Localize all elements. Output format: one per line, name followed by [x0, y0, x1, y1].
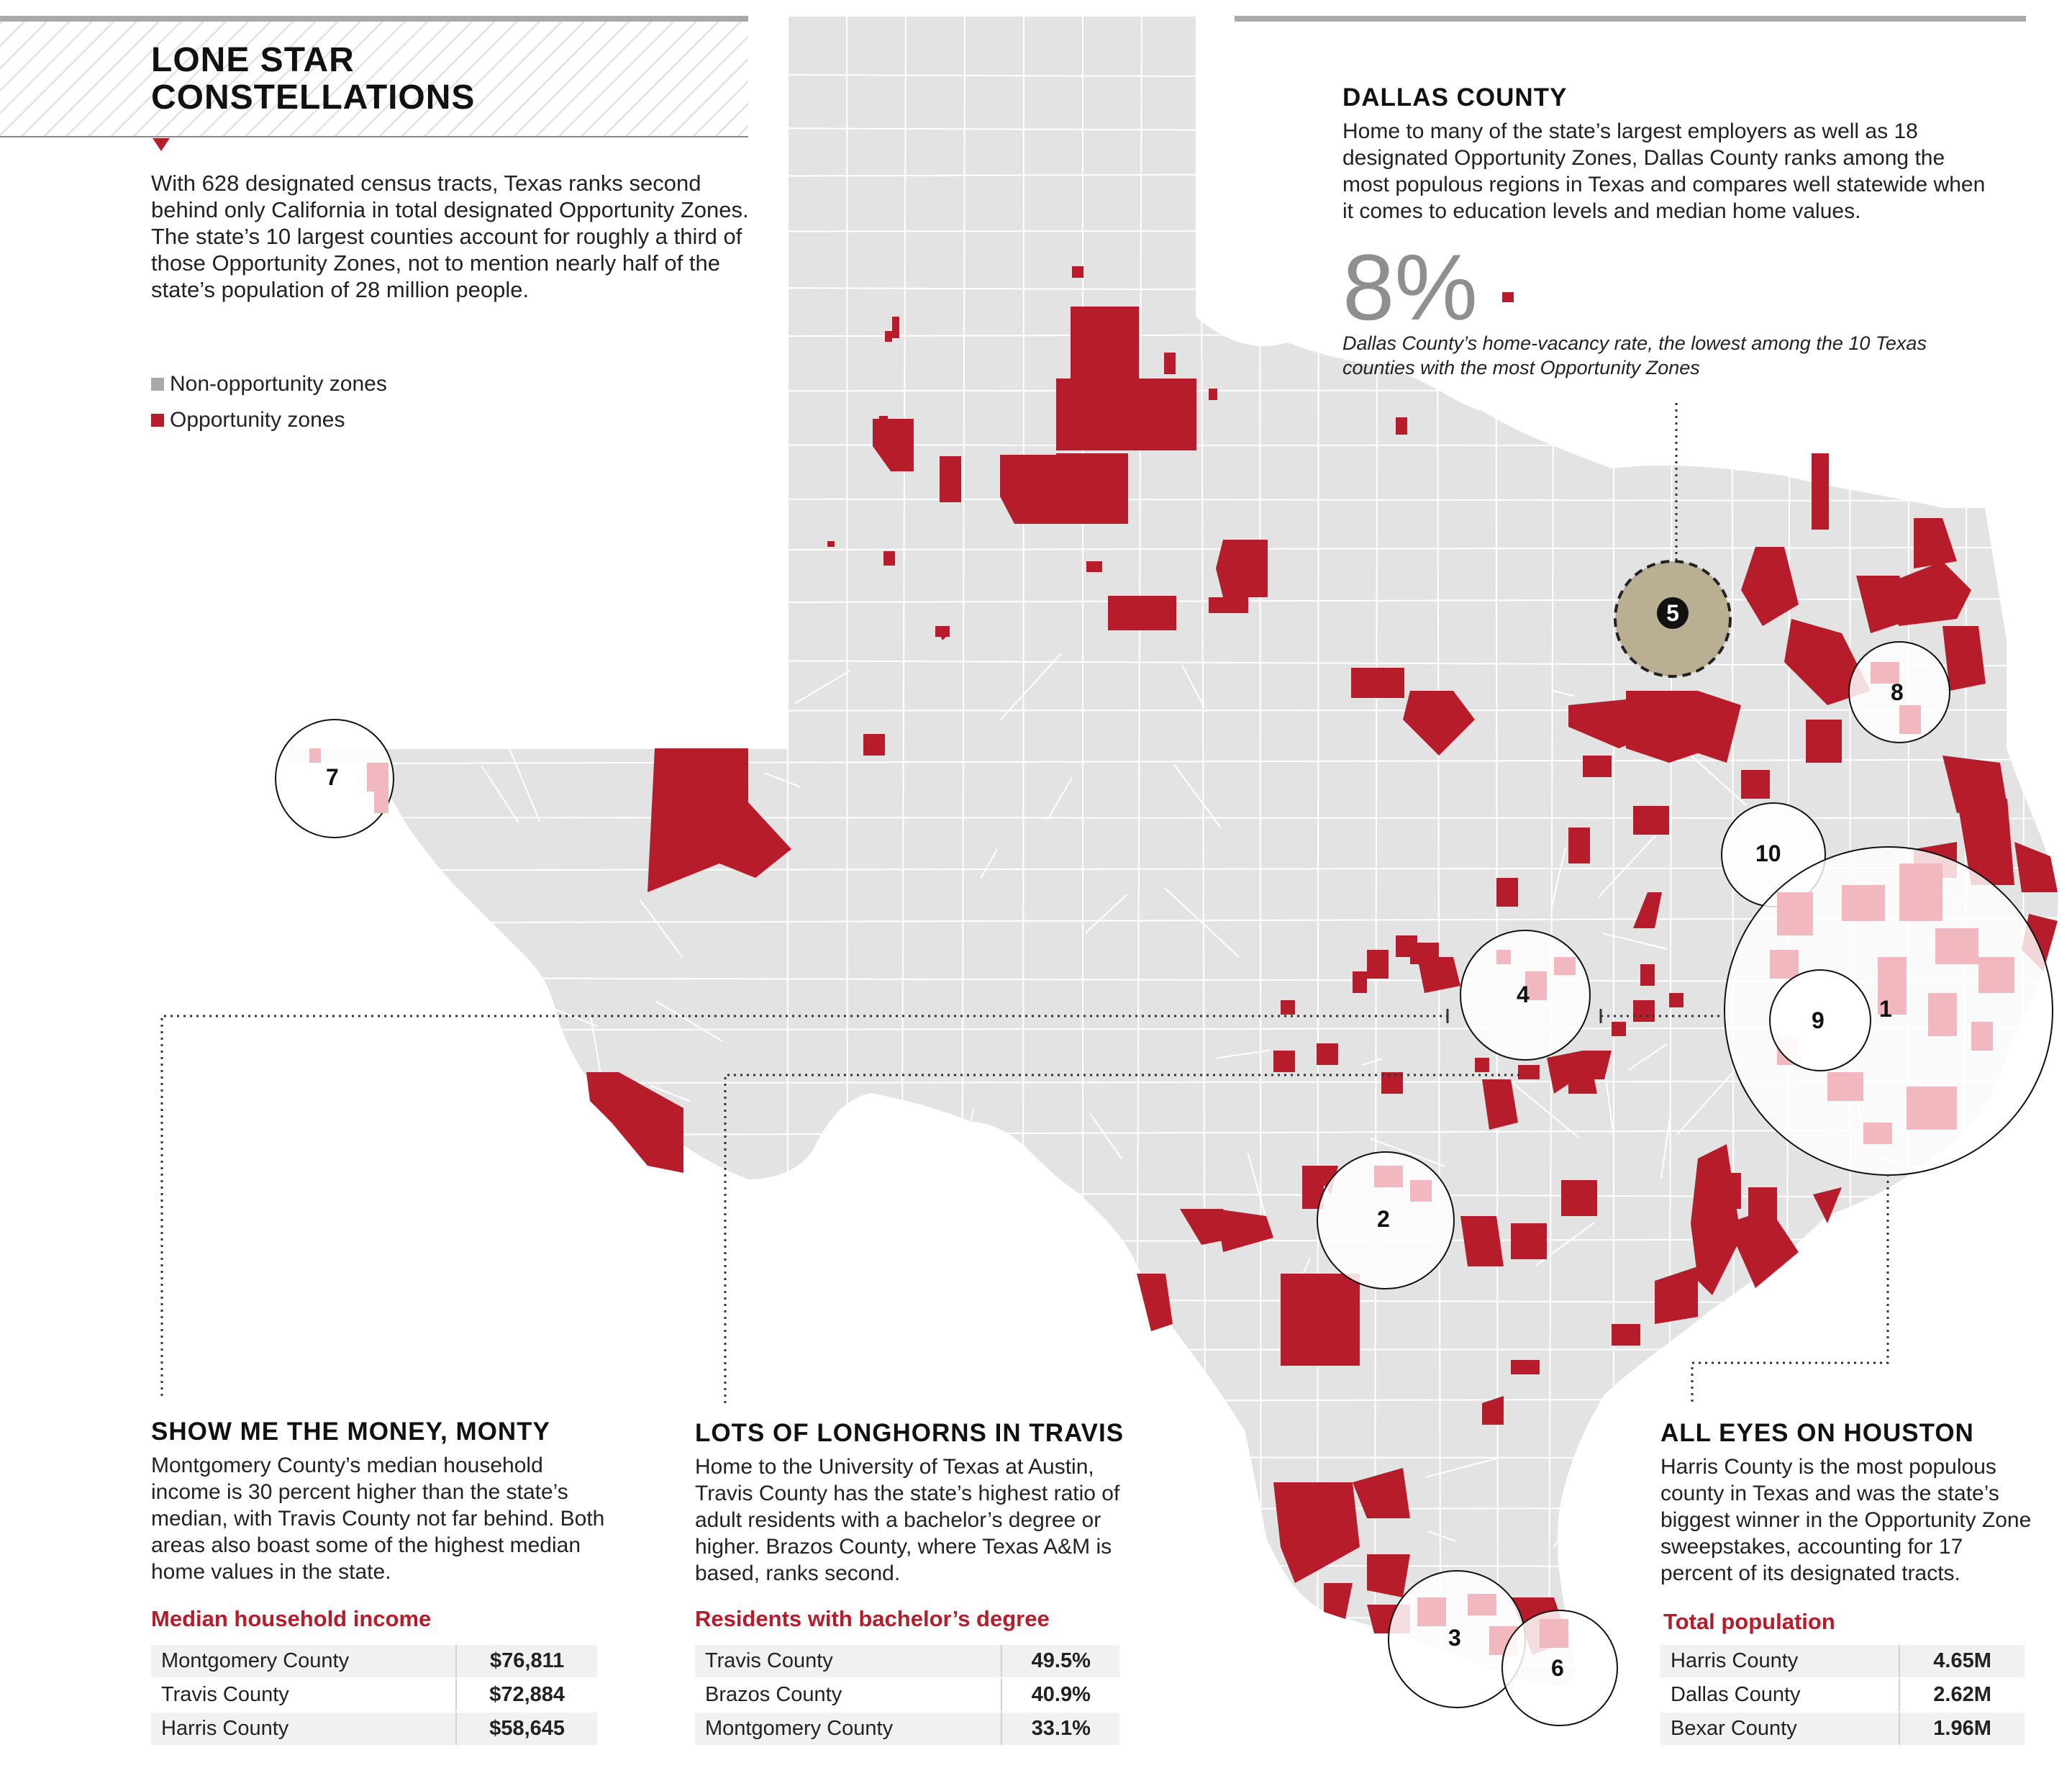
- circle-label-2: 2: [1377, 1206, 1390, 1232]
- circle-label-10: 10: [1755, 840, 1781, 866]
- table-cell-value: 4.65M: [1899, 1645, 2025, 1679]
- title-line-2: CONSTELLATIONS: [151, 78, 476, 117]
- longhorns-title: LOTS OF LONGHORNS IN TRAVIS: [695, 1419, 1124, 1447]
- houston-table: Harris County 4.65M Dallas County 2.62M Be…: [1660, 1645, 2025, 1746]
- table-cell-value: 2.62M: [1899, 1678, 2025, 1713]
- table-cell-county: Bexar County: [1660, 1712, 1900, 1746]
- circle-label-3: 3: [1448, 1625, 1461, 1651]
- table-cell-value: 49.5%: [1001, 1645, 1119, 1679]
- money-body: Montgomery County’s median household inc…: [151, 1454, 605, 1584]
- table-cell-county: Dallas County: [1660, 1678, 1900, 1713]
- intro-text: With 628 designated census tracts, Texas…: [151, 171, 749, 302]
- table-cell-value: $76,811: [455, 1645, 597, 1679]
- circle-label-7: 7: [326, 764, 339, 790]
- table-cell-county: Harris County: [1660, 1645, 1900, 1679]
- table-cell-value: 1.96M: [1899, 1712, 2025, 1746]
- legend-item-non-opportunity: Non-opportunity zones: [151, 371, 387, 397]
- legend-swatch-gray: [151, 378, 164, 391]
- table-row: Bexar County 1.96M: [1660, 1712, 2025, 1746]
- table-cell-county: Brazos County: [695, 1678, 1002, 1713]
- longhorns-body: Home to the University of Texas at Austi…: [695, 1455, 1120, 1585]
- circle-6[interactable]: [1501, 1610, 1618, 1726]
- dallas-body: Home to many of the state’s largest empl…: [1342, 119, 1986, 223]
- table-row: Harris County $58,645: [151, 1712, 597, 1746]
- top-rule-left: [0, 16, 748, 22]
- table-row: Dallas County 2.62M: [1660, 1678, 2025, 1713]
- callout-circles: [275, 560, 2053, 1726]
- page-title: LONE STAR CONSTELLATIONS: [151, 42, 655, 117]
- table-row: Montgomery County 33.1%: [695, 1712, 1119, 1746]
- circle-label-8: 8: [1891, 679, 1904, 705]
- top-rule-right: [1235, 16, 2026, 22]
- circle-label-5: 5: [1657, 597, 1689, 629]
- opportunity-zone-areas: [586, 266, 2058, 1655]
- table-cell-county: Montgomery County: [151, 1645, 457, 1679]
- table-cell-county: Travis County: [151, 1678, 457, 1713]
- table-row: Montgomery County $76,811: [151, 1645, 597, 1679]
- legend-label-non-opportunity: Non-opportunity zones: [170, 372, 387, 396]
- table-cell-value: $58,645: [455, 1712, 597, 1746]
- table-cell-value: 33.1%: [1001, 1712, 1119, 1746]
- dallas-stat: 8%: [1342, 235, 1478, 340]
- longhorns-table-title: Residents with bachelor’s degree: [695, 1606, 1050, 1631]
- longhorns-table: Travis County 49.5% Brazos County 40.9% Mo…: [695, 1645, 1119, 1746]
- legend-label-opportunity: Opportunity zones: [170, 408, 345, 432]
- money-table: Montgomery County $76,811 Travis County $7…: [151, 1645, 597, 1746]
- circle-label-9: 9: [1812, 1007, 1825, 1033]
- table-row: Travis County 49.5%: [695, 1645, 1119, 1679]
- table-cell-county: Travis County: [695, 1645, 1002, 1679]
- houston-title: ALL EYES ON HOUSTON: [1660, 1419, 1974, 1447]
- header-marker: [153, 138, 170, 151]
- legend-item-opportunity: Opportunity zones: [151, 407, 387, 433]
- money-title: SHOW ME THE MONEY, MONTY: [151, 1418, 550, 1446]
- dallas-title: DALLAS COUNTY: [1342, 83, 1568, 112]
- title-line-1: LONE STAR: [151, 41, 355, 79]
- table-cell-value: $72,884: [455, 1678, 597, 1713]
- table-cell-county: Harris County: [151, 1712, 457, 1746]
- legend-swatch-red: [151, 414, 164, 427]
- money-table-title: Median household income: [151, 1606, 432, 1631]
- header-hatch: [0, 19, 748, 137]
- houston-body: Harris County is the most populous count…: [1660, 1455, 2032, 1585]
- dallas-stat-note: Dallas County’s home-vacancy rate, the l…: [1342, 332, 1927, 378]
- legend: Non-opportunity zones Opportunity zones: [151, 371, 387, 433]
- table-row: Travis County $72,884: [151, 1678, 597, 1713]
- table-row: Brazos County 40.9%: [695, 1678, 1119, 1713]
- table-row: Harris County 4.65M: [1660, 1645, 2025, 1679]
- houston-table-title: Total population: [1663, 1609, 1835, 1634]
- leader-lines: [160, 403, 1889, 1403]
- circle-7[interactable]: [275, 719, 394, 838]
- circle-label-4: 4: [1517, 981, 1530, 1007]
- circle-label-6: 6: [1551, 1655, 1564, 1681]
- circle-label-1: 1: [1879, 996, 1892, 1022]
- table-cell-county: Montgomery County: [695, 1712, 1002, 1746]
- circle-9[interactable]: [1769, 969, 1871, 1071]
- table-cell-value: 40.9%: [1001, 1678, 1119, 1713]
